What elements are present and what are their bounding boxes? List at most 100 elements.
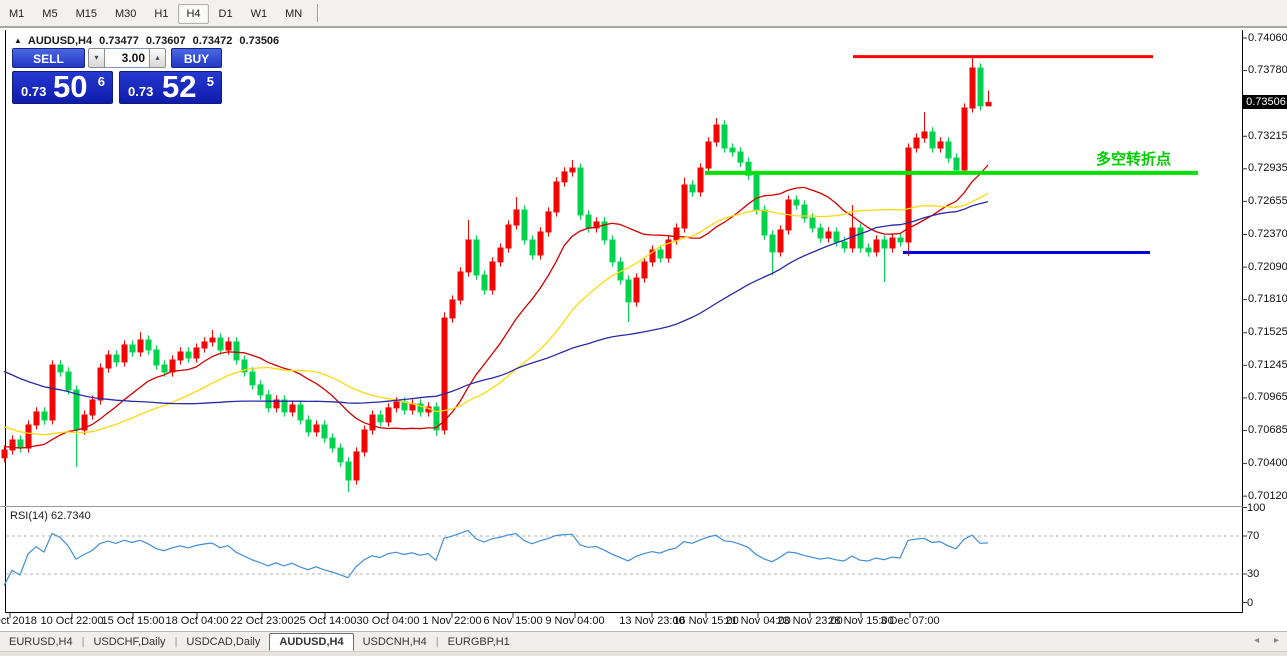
candle-body — [9, 439, 16, 451]
candle-body — [89, 399, 96, 416]
chart-tab-usdcad[interactable]: USDCAD,Daily — [186, 636, 261, 648]
candle-body — [305, 419, 312, 433]
timeframe-button-m30[interactable]: M30 — [114, 8, 137, 20]
timeframe-button-d1[interactable]: D1 — [218, 8, 233, 20]
sell-button[interactable]: SELL — [12, 48, 85, 68]
buy-button[interactable]: BUY — [171, 48, 222, 68]
price-axis-label: 0.72090 — [1248, 260, 1287, 273]
candle-body — [561, 171, 568, 183]
candle-body — [177, 351, 184, 361]
volume-input[interactable] — [105, 48, 149, 68]
candle-body — [809, 217, 816, 229]
chart-tab-audusd[interactable]: AUDUSD,H4 — [269, 633, 354, 651]
candle-body — [193, 347, 200, 359]
candle-body — [601, 221, 608, 241]
timeframe-button-w1[interactable]: W1 — [250, 8, 268, 20]
time-axis-label: 25 Oct 14:00 — [293, 615, 357, 627]
candle-body — [513, 209, 520, 226]
time-axis-label: 3 Dec 07:00 — [880, 615, 940, 627]
timeframe-toolbar: M1 M5 M15 M30 H1 H4 D1 W1 MN — [0, 0, 1287, 27]
timeframe-button-m15[interactable]: M15 — [75, 8, 97, 20]
candle-body — [961, 107, 968, 171]
ohlc-close: 0.73506 — [239, 35, 280, 47]
time-axis-label: 13 Nov 23:00 — [619, 615, 685, 627]
candle-body — [929, 131, 936, 149]
chart-tab-usdchf[interactable]: USDCHF,Daily — [93, 636, 166, 648]
candle-body — [321, 424, 328, 439]
price-axis-label: 0.73215 — [1248, 129, 1287, 142]
candle-body — [393, 401, 400, 409]
rsi-line — [3, 529, 989, 586]
chart-canvas[interactable] — [0, 27, 1287, 631]
timeframe-button-h1[interactable]: H1 — [154, 8, 169, 20]
moving-average-55 — [3, 200, 989, 405]
buy-price-prefix: 0.73 — [128, 84, 154, 99]
rsi-indicator-label: RSI(14) 62.7340 — [10, 510, 91, 522]
price-axis-label: 0.71525 — [1248, 326, 1287, 339]
time-axis-label: 8 Oct 2018 — [0, 615, 37, 627]
candle-body — [505, 224, 512, 249]
tab-scroll-controls: ◂ ▸ — [1242, 635, 1279, 646]
time-axis-label: 10 Oct 22:00 — [40, 615, 104, 627]
candle-body — [545, 211, 552, 233]
tab-separator: | — [81, 636, 85, 648]
time-axis-label: 6 Nov 15:00 — [483, 615, 543, 627]
ohlc-open: 0.73477 — [99, 35, 139, 47]
candle-body — [721, 124, 728, 149]
sell-price-panel[interactable]: 0.73 50 6 — [12, 69, 113, 104]
candle-body — [73, 389, 80, 431]
timeframe-button-m1[interactable]: M1 — [9, 8, 25, 20]
candle-body — [857, 227, 864, 249]
window-restore-icon[interactable]: ▲ — [14, 36, 22, 45]
candle-body — [921, 131, 928, 139]
chart-tab-bar: EURUSD,H4 | USDCHF,Daily | USDCAD,Daily AUDUS… — [0, 631, 1287, 651]
candle-body — [521, 209, 528, 241]
candle-body — [697, 167, 704, 193]
price-axis-label: 0.72655 — [1248, 194, 1287, 207]
candle-body — [209, 337, 216, 343]
timeframe-button-m5[interactable]: M5 — [42, 8, 58, 20]
volume-decrease-button[interactable]: ▾ — [88, 48, 105, 68]
candle-body — [169, 359, 176, 373]
symbol-title: AUDUSD,H4 — [27, 35, 93, 47]
candle-body — [273, 399, 280, 409]
tab-scroll-left-icon[interactable]: ◂ — [1254, 635, 1260, 646]
candle-body — [905, 147, 912, 243]
time-axis-label: 16 Nov 15:00 — [673, 615, 739, 627]
candle-body — [689, 184, 696, 193]
candle-body — [873, 239, 880, 253]
candle-body — [953, 157, 960, 171]
candle-body — [329, 437, 336, 449]
candle-body — [625, 279, 632, 303]
chart-tab-eurgbp[interactable]: EURGBP,H1 — [447, 636, 510, 648]
time-axis-label: 22 Oct 23:00 — [230, 615, 294, 627]
candle-body — [25, 424, 32, 449]
tab-scroll-right-icon[interactable]: ▸ — [1273, 635, 1279, 646]
buy-price-big: 52 — [162, 69, 197, 104]
candle-body — [913, 137, 920, 149]
volume-increase-button[interactable]: ▴ — [149, 48, 166, 68]
ohlc-low: 0.73472 — [192, 35, 233, 47]
chart-tab-usdcnh[interactable]: USDCNH,H4 — [362, 636, 427, 648]
candle-body — [577, 167, 584, 216]
candle-body — [753, 174, 760, 211]
candle-body — [881, 239, 888, 249]
time-axis-label: 30 Oct 04:00 — [356, 615, 420, 627]
candle-body — [281, 399, 288, 413]
candle-body — [217, 337, 224, 351]
timeframe-button-mn[interactable]: MN — [285, 8, 303, 20]
candle-body — [633, 277, 640, 303]
candle-body — [377, 414, 384, 423]
candle-body — [713, 124, 720, 143]
moving-average-28 — [3, 192, 989, 436]
price-axis-label: 0.70965 — [1248, 391, 1287, 404]
buy-price-panel[interactable]: 0.73 52 5 — [119, 69, 222, 104]
chart-tab-eurusd[interactable]: EURUSD,H4 — [9, 636, 73, 648]
candle-body — [793, 199, 800, 206]
timeframe-button-h4[interactable]: H4 — [178, 4, 209, 24]
price-axis-label: 0.70685 — [1248, 423, 1287, 436]
ohlc-high: 0.73607 — [145, 35, 186, 47]
candle-body — [665, 239, 672, 259]
tab-separator: | — [174, 636, 178, 648]
